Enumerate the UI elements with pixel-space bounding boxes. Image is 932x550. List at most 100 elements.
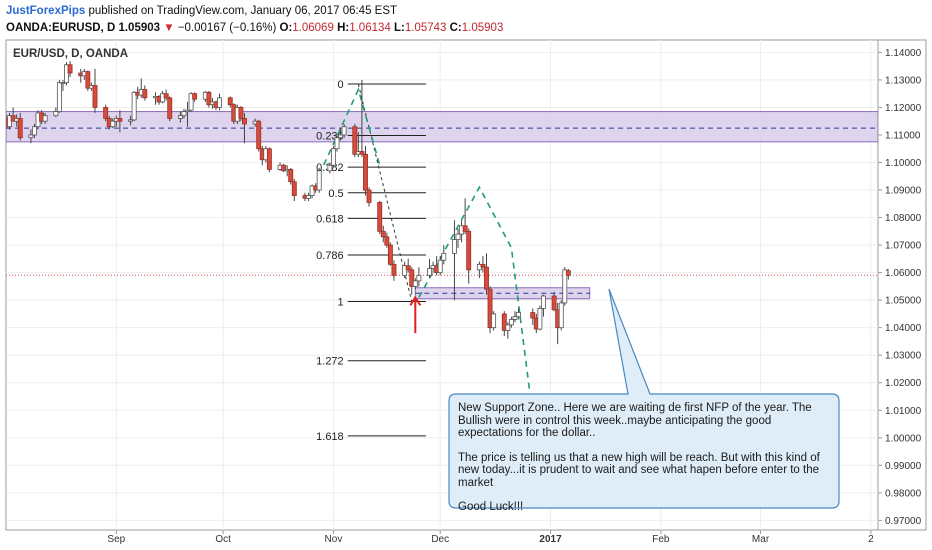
x-tick-label: Oct xyxy=(215,534,231,545)
projection-line xyxy=(318,87,381,176)
candle-up xyxy=(56,82,62,112)
candle-up xyxy=(28,134,34,139)
candle-up xyxy=(53,111,59,117)
y-tick-label: 1.06000 xyxy=(885,268,922,279)
candle-up xyxy=(217,97,222,108)
fib-level-label: 0.5 xyxy=(328,188,343,200)
candle-up xyxy=(131,91,137,121)
author-link[interactable]: JustForexPips xyxy=(6,5,86,17)
candle-up xyxy=(402,265,408,276)
candle-up xyxy=(338,134,344,139)
candle-up xyxy=(455,233,461,240)
candle-down xyxy=(551,295,557,311)
candle-up xyxy=(516,312,521,318)
zones xyxy=(6,111,878,300)
y-tick-label: 1.08000 xyxy=(885,213,922,224)
y-tick-label: 1.00000 xyxy=(885,433,922,444)
candle-down xyxy=(565,270,571,276)
candle-down xyxy=(501,313,507,331)
candle-down xyxy=(281,164,287,172)
candle-down xyxy=(487,288,493,329)
candles xyxy=(6,61,571,345)
quote-line: OANDA:EURUSD, D 1.05903 ▼ −0.00167 (−0.1… xyxy=(6,20,926,37)
candle-down xyxy=(238,107,244,119)
high-label: H: xyxy=(337,22,350,34)
candle-up xyxy=(427,268,432,276)
candle-down xyxy=(85,71,91,89)
support-zone xyxy=(6,111,878,143)
candle-up xyxy=(540,295,546,309)
candle-up xyxy=(185,109,190,112)
y-tick-label: 1.12000 xyxy=(885,103,922,114)
candle-down xyxy=(117,118,123,122)
candle-down xyxy=(387,244,393,265)
close-label: C: xyxy=(449,22,462,34)
candle-down xyxy=(391,263,397,276)
symbol-label: OANDA:EURUSD, D xyxy=(6,22,116,34)
y-tick-label: 1.10000 xyxy=(885,158,922,169)
candle-up xyxy=(181,111,187,117)
up-arrow[interactable] xyxy=(409,295,422,334)
candle-down xyxy=(142,89,148,99)
projection-line xyxy=(418,185,534,416)
candle-down xyxy=(384,236,390,246)
y-tick-label: 1.14000 xyxy=(885,48,922,59)
candle-up xyxy=(327,164,333,172)
candle-down xyxy=(256,120,262,150)
time-axis[interactable]: Sep Oct Nov Dec 2017 Feb Mar 2 xyxy=(107,530,874,545)
candle-up xyxy=(309,185,315,196)
candle-up xyxy=(412,280,418,287)
candle-down xyxy=(266,148,272,170)
y-tick-label: 1.04000 xyxy=(885,323,922,334)
y-tick-label: 1.01000 xyxy=(885,406,922,417)
candle-up xyxy=(110,120,116,128)
candle-down xyxy=(192,93,198,100)
x-tick-label: Dec xyxy=(431,534,449,545)
candle-up xyxy=(188,93,194,111)
y-tick-label: 0.97000 xyxy=(885,516,922,527)
candle-down xyxy=(466,230,472,271)
callout-balloon xyxy=(448,288,840,509)
candle-down xyxy=(380,230,386,238)
projection-lines[interactable] xyxy=(318,87,534,416)
candle-up xyxy=(177,115,183,119)
candle-up xyxy=(32,126,37,136)
candle-up xyxy=(508,319,514,326)
x-tick-label: Feb xyxy=(652,534,670,545)
candle-down xyxy=(288,168,294,183)
candle-down xyxy=(366,189,372,203)
candle-up xyxy=(537,307,543,330)
candle-up xyxy=(505,324,511,331)
x-tick-label: 2 xyxy=(868,534,874,545)
candle-up xyxy=(491,313,497,329)
candle-up xyxy=(316,170,322,191)
chart-header: JustForexPips published on TradingView.c… xyxy=(6,3,926,37)
price-axis[interactable]: 1.14000 1.13000 1.12000 1.11000 1.10000 1.090… xyxy=(878,48,922,527)
fib-level-label: 0 xyxy=(338,79,344,91)
candle-down xyxy=(352,126,358,155)
callout-shape[interactable] xyxy=(448,288,840,509)
candle-up xyxy=(64,64,69,84)
y-tick-label: 0.98000 xyxy=(885,488,922,499)
x-tick-label: Nov xyxy=(325,534,343,545)
callout-paragraph-1: New Support Zone.. Here we are waiting d… xyxy=(458,402,812,439)
close-value: 1.05903 xyxy=(461,22,504,34)
y-tick-label: 1.02000 xyxy=(885,378,922,389)
y-tick-label: 1.07000 xyxy=(885,241,922,252)
candle-down xyxy=(163,93,169,99)
candle-up xyxy=(60,82,66,85)
candle-up xyxy=(42,115,48,122)
candle-down xyxy=(462,225,468,232)
candle-down xyxy=(409,269,415,287)
callout-text[interactable]: New Support Zone.. Here we are waiting d… xyxy=(458,402,836,526)
candle-up xyxy=(562,269,568,304)
candle-up xyxy=(306,195,311,199)
candle-up xyxy=(512,316,518,320)
publish-line: JustForexPips published on TradingView.c… xyxy=(6,3,926,20)
candle-up xyxy=(452,239,457,254)
callout-paragraph-2: The price is telling us that a new high … xyxy=(458,451,820,489)
candle-down xyxy=(242,118,247,125)
open-value: 1.06069 xyxy=(292,22,334,34)
down-arrow-icon: ▼ xyxy=(163,22,175,34)
